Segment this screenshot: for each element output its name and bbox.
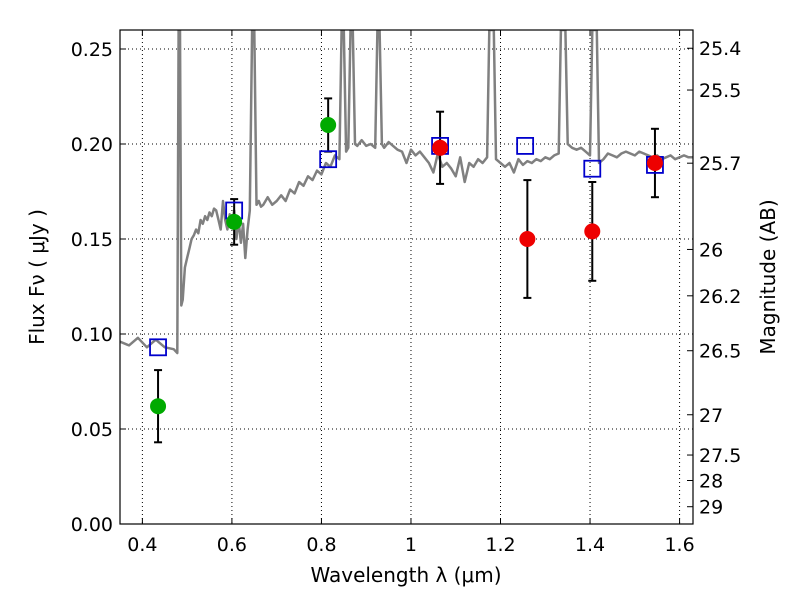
mag-tick-label: 28: [699, 470, 723, 492]
plot-frame: [119, 29, 694, 525]
model-photometry-square: [149, 338, 167, 357]
x-axis-title: Wavelength λ (μm): [310, 563, 501, 587]
model-photometry-square: [319, 150, 338, 169]
y-tick-label: 0.10: [71, 324, 113, 346]
mag-tick-label: 25.7: [699, 153, 741, 175]
mag-tick-label: 25.5: [699, 80, 741, 102]
mag-tick-label: 25.4: [699, 38, 741, 60]
observed-optical-point: [320, 117, 337, 133]
model-photometry-square: [583, 159, 602, 178]
y-tick-label: 0.05: [71, 419, 113, 441]
markers: [149, 117, 664, 415]
y-tick-label: 0.25: [71, 39, 113, 61]
observed-nir-point: [432, 139, 449, 156]
y-axis-title-right: Magnitude (AB): [756, 199, 780, 354]
mag-tick-label: 26.5: [699, 341, 741, 363]
plot-background: [120, 30, 693, 524]
observed-nir-point: [519, 231, 536, 247]
x-tick-label: 0.8: [306, 534, 336, 556]
x-tick-label: 1.2: [485, 534, 515, 556]
spectrum-line: [120, 30, 693, 355]
mag-tick-label: 26: [699, 239, 723, 261]
x-tick-label: 0.6: [217, 534, 247, 556]
observed-optical-point: [150, 398, 167, 415]
y-axis-title-left: Flux Fν ( μJy ): [25, 209, 49, 345]
mag-tick-label: 27: [699, 405, 723, 427]
y-tick-label: 0.00: [71, 514, 113, 536]
x-tick-label: 1: [405, 534, 417, 556]
observed-nir-point: [646, 155, 663, 171]
y-tick-label: 0.15: [71, 229, 113, 251]
x-tick-label: 1.4: [575, 534, 605, 556]
y-tick-label: 0.20: [71, 134, 113, 156]
model-photometry-square: [516, 136, 535, 155]
observed-nir-point: [584, 223, 601, 240]
axis-ticks: 0.4 0.6 0.8 1 1.2 1.4 1.6 0.00 0.05 0.10 0.15 0.20 0…: [71, 30, 741, 556]
mag-tick-label: 26.2: [699, 286, 741, 308]
x-tick-label: 1.6: [664, 534, 694, 556]
mag-tick-label: 27.5: [699, 445, 741, 467]
spectrum-layer: [120, 30, 693, 355]
observed-optical-point: [226, 213, 243, 230]
mag-tick-label: 29: [699, 497, 723, 519]
x-tick-label: 0.4: [127, 534, 157, 556]
